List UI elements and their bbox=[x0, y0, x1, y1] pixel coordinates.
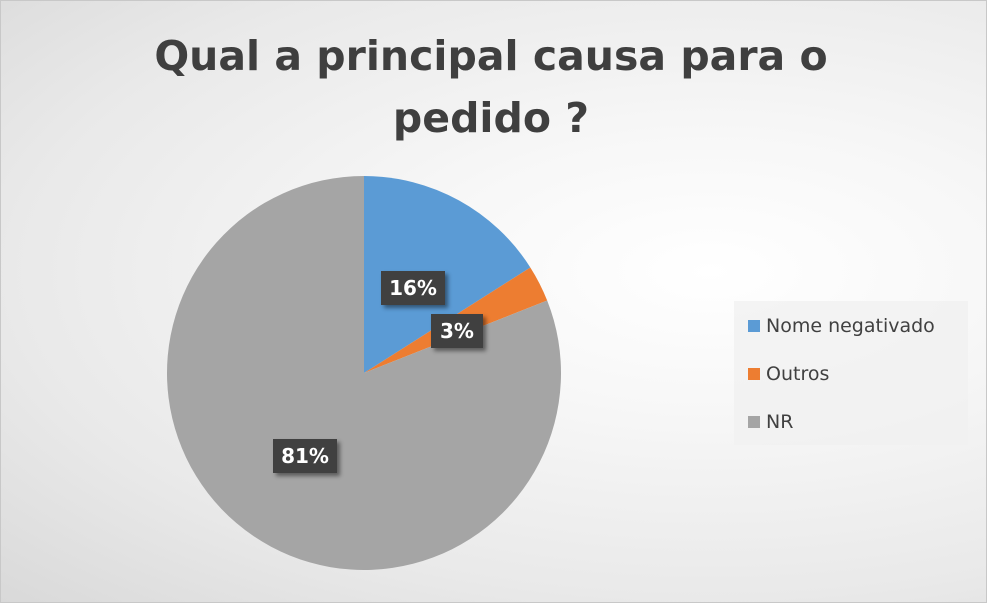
legend-swatch-outros bbox=[748, 368, 760, 380]
data-label-outros: 3% bbox=[431, 314, 483, 348]
legend-item-nome-negativado: Nome negativado bbox=[748, 313, 935, 339]
legend-item-outros: Outros bbox=[748, 361, 829, 387]
pie-slice-nr bbox=[166, 176, 561, 570]
legend: Nome negativado Outros NR bbox=[734, 301, 968, 445]
legend-label-outros: Outros bbox=[766, 363, 830, 385]
legend-swatch-nr bbox=[748, 416, 760, 428]
legend-label-nr: NR bbox=[766, 411, 794, 433]
legend-item-nr: NR bbox=[748, 409, 793, 435]
pie-slice-nome-negativado bbox=[364, 176, 531, 373]
chart-title: Qual a principal causa para o pedido ? bbox=[154, 32, 828, 142]
legend-label-nome-negativado: Nome negativado bbox=[766, 315, 935, 337]
legend-swatch-nome-negativado bbox=[748, 320, 760, 332]
data-label-nome-negativado: 16% bbox=[381, 271, 445, 305]
data-label-nr: 81% bbox=[273, 439, 337, 473]
